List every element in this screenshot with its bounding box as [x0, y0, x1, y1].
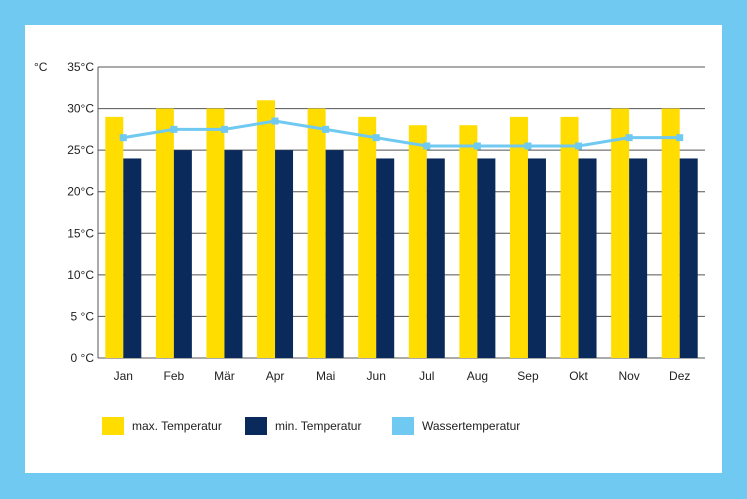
x-axis-ticks: Jan Feb Mär Apr Mai Jun Jul Aug Sep Okt Nov Dez [114, 369, 691, 383]
x-tick-label: Mai [316, 369, 335, 383]
x-tick-label: Aug [467, 369, 488, 383]
min-temp-bar-Jan [123, 158, 142, 358]
min-temp-bar-Jul [426, 158, 445, 358]
max-temp-bar-Feb [155, 108, 174, 358]
min-temp-bar-Okt [578, 158, 597, 358]
x-tick-label: Apr [266, 369, 285, 383]
y-axis-ticks: 0 °C 5 °C 10°C 15°C 20°C 25°C 30°C 35°C [67, 60, 94, 365]
max-temp-bar-Aug [459, 125, 478, 358]
min-temp-bar-Dez [679, 158, 698, 358]
water-temp-point-Jun [372, 134, 380, 142]
max-temp-bar-Jan [105, 116, 124, 358]
min-temp-bar-Sep [527, 158, 546, 358]
water-temp-point-Feb [170, 125, 178, 133]
x-tick-label: Jan [114, 369, 133, 383]
max-temp-bar-Jul [408, 125, 427, 358]
legend-label: max. Temperatur [132, 419, 222, 433]
water-temp-point-Okt [575, 142, 583, 150]
min-temp-bar-Feb [173, 150, 192, 358]
x-tick-label: Jun [367, 369, 386, 383]
x-tick-label: Mär [214, 369, 235, 383]
x-tick-label: Nov [618, 369, 639, 383]
x-tick-label: Okt [569, 369, 588, 383]
water-temp-point-Aug [473, 142, 481, 150]
max-temp-bar-Nov [611, 108, 630, 358]
max-temp-bar-Dez [661, 108, 680, 358]
water-line [119, 117, 684, 150]
y-tick-label: 10°C [67, 268, 94, 282]
water-temp-point-Dez [676, 134, 684, 142]
gridlines [97, 66, 705, 359]
y-tick-label: 5 °C [71, 309, 95, 323]
water-temp-point-Sep [524, 142, 532, 150]
legend: max. Temperatur min. Temperatur Wassertemp… [102, 417, 520, 435]
water-temp-point-Jan [119, 134, 127, 142]
bars [105, 100, 698, 358]
legend-swatch [392, 417, 414, 435]
max-temp-bar-Mai [307, 108, 326, 358]
min-temp-bar-Aug [477, 158, 496, 358]
y-tick-label: 35°C [67, 60, 94, 74]
min-temp-bar-Jun [376, 158, 395, 358]
legend-swatch [245, 417, 267, 435]
legend-label: Wassertemperatur [422, 419, 520, 433]
water-temp-point-Nov [625, 134, 633, 142]
water-temp-point-Jul [423, 142, 431, 150]
max-temp-bar-Sep [509, 116, 528, 358]
max-temp-bar-Mär [206, 108, 225, 358]
temperature-chart: 0 °C 5 °C 10°C 15°C 20°C 25°C 30°C 35°C Jan Feb M… [34, 60, 705, 435]
water-temp-point-Mär [220, 125, 228, 133]
max-temp-bar-Okt [560, 116, 579, 358]
x-tick-label: Feb [164, 369, 185, 383]
y-tick-label: 25°C [67, 143, 94, 157]
x-tick-label: Sep [517, 369, 539, 383]
min-temp-bar-Mai [325, 150, 344, 358]
water-temp-point-Mai [322, 125, 330, 133]
min-temp-bar-Apr [275, 150, 294, 358]
x-tick-label: Dez [669, 369, 690, 383]
chart-card: 0 °C 5 °C 10°C 15°C 20°C 25°C 30°C 35°C Jan Feb M… [25, 25, 722, 473]
y-axis-unit-label: °C [34, 60, 48, 74]
max-temp-bar-Jun [358, 116, 377, 358]
min-temp-bar-Nov [629, 158, 648, 358]
legend-swatch [102, 417, 124, 435]
legend-label: min. Temperatur [275, 419, 361, 433]
water-temp-line [123, 119, 680, 148]
water-temp-point-Apr [271, 117, 279, 125]
min-temp-bar-Mär [224, 150, 243, 358]
x-tick-label: Jul [419, 369, 434, 383]
y-tick-label: 0 °C [71, 351, 95, 365]
y-tick-label: 30°C [67, 102, 94, 116]
y-tick-label: 20°C [67, 185, 94, 199]
max-temp-bar-Apr [257, 100, 276, 358]
y-tick-label: 15°C [67, 226, 94, 240]
